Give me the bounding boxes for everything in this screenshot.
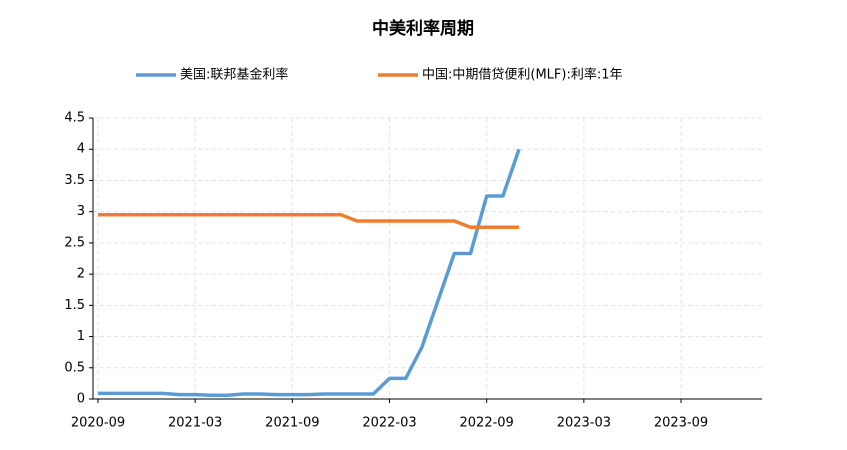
x-tick-label: 2022-03: [362, 416, 416, 431]
y-tick-label: 4: [77, 142, 85, 157]
x-tick-label: 2023-09: [654, 416, 708, 431]
chart-title: 中美利率周期: [372, 18, 474, 39]
y-tick-label: 0: [77, 392, 85, 407]
y-tick-label: 2.5: [64, 235, 85, 250]
legend-label: 美国:联邦基金利率: [180, 67, 288, 83]
line-series: [98, 148, 521, 398]
x-tick-label: 2023-03: [557, 416, 611, 431]
x-tick-label: 2021-09: [265, 416, 319, 431]
legend-label: 中国:中期借贷便利(MLF):利率:1年: [422, 67, 623, 83]
x-tick-label: 2022-09: [460, 416, 514, 431]
y-tick-label: 1: [77, 329, 85, 344]
y-tick-label: 1.5: [64, 298, 85, 313]
y-tick-label: 3: [77, 204, 85, 219]
y-tick-label: 0.5: [64, 360, 85, 375]
y-tick-label: 3.5: [64, 173, 85, 188]
y-tick-label: 2: [77, 267, 85, 282]
x-tick-label: 2020-09: [71, 416, 125, 431]
x-tick-label: 2021-03: [168, 416, 222, 431]
y-tick-label: 4.5: [64, 111, 85, 126]
line-series: [98, 213, 520, 230]
